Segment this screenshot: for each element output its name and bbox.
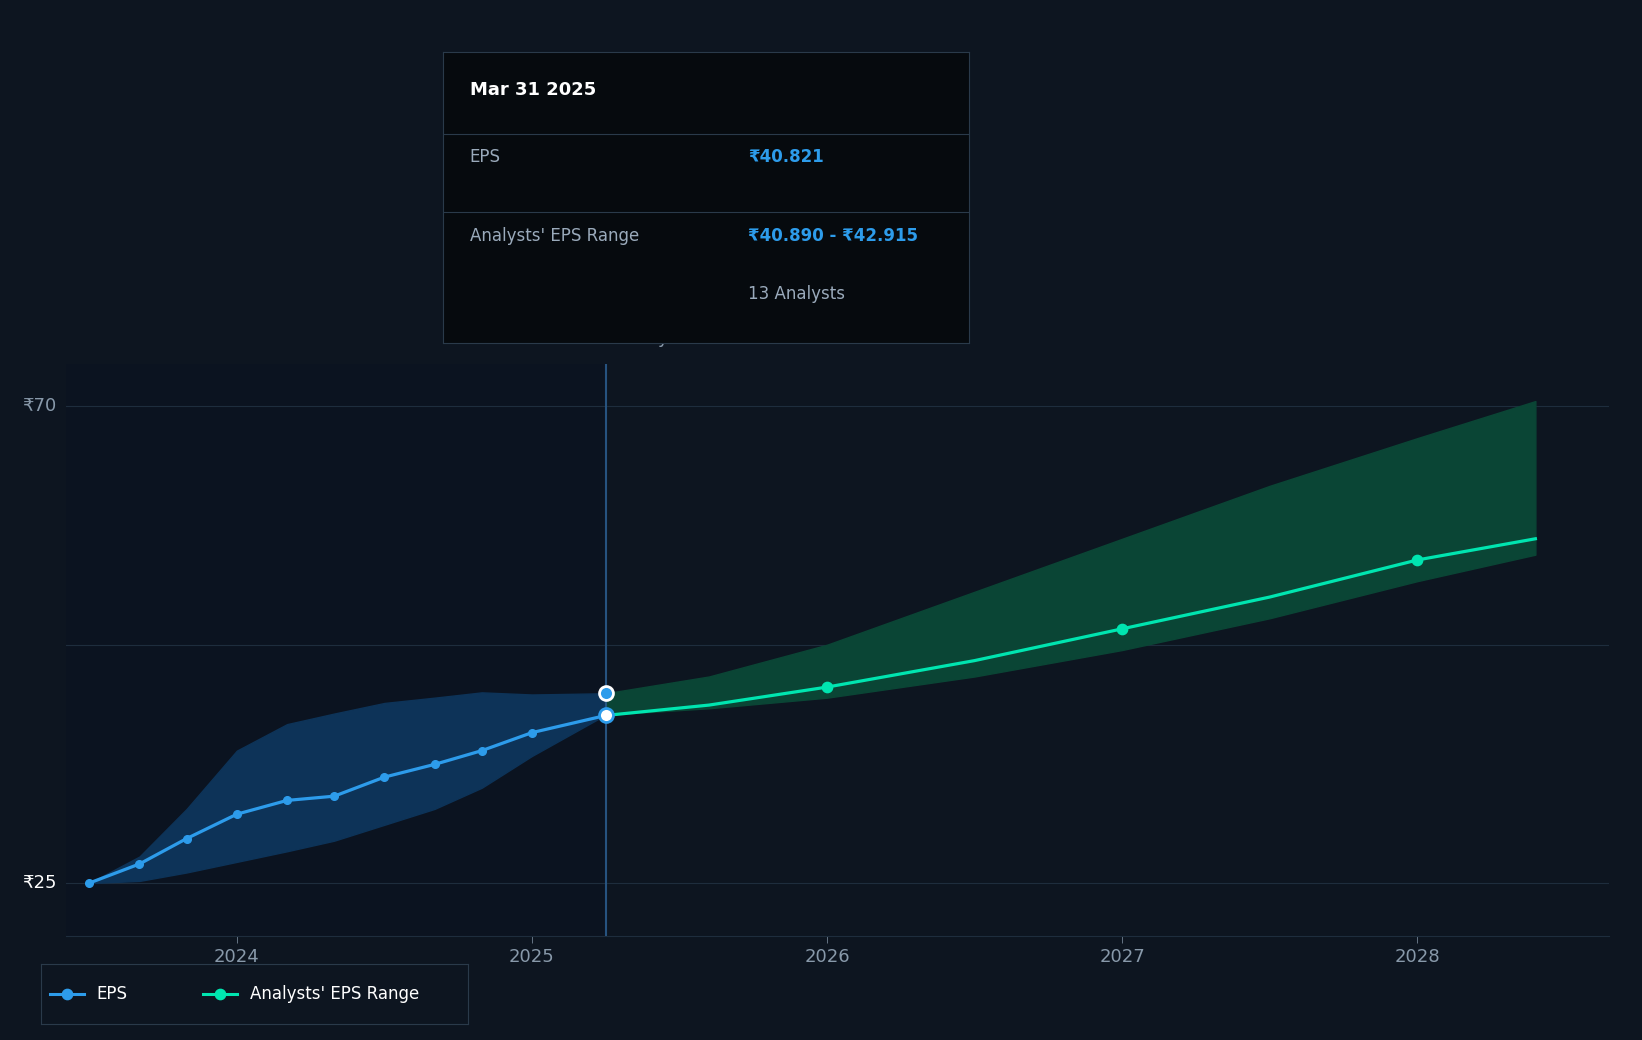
Text: EPS: EPS	[470, 148, 501, 166]
Text: ₹25: ₹25	[23, 874, 57, 892]
Text: EPS: EPS	[97, 985, 128, 1004]
Point	[207, 986, 233, 1003]
Point	[54, 986, 80, 1003]
Bar	[66, 364, 606, 936]
Point	[814, 679, 841, 696]
Text: 13 Analysts: 13 Analysts	[749, 285, 846, 303]
Text: ₹70: ₹70	[23, 397, 57, 415]
Text: Actual: Actual	[530, 329, 594, 347]
Text: ₹40.821: ₹40.821	[749, 148, 824, 166]
Text: Analysts Forecasts: Analysts Forecasts	[617, 329, 785, 347]
Point	[593, 707, 619, 724]
Point	[1404, 551, 1430, 568]
Point	[1108, 621, 1135, 638]
Text: Mar 31 2025: Mar 31 2025	[470, 81, 596, 99]
Text: Analysts' EPS Range: Analysts' EPS Range	[470, 227, 639, 244]
Text: ₹40.890 - ₹42.915: ₹40.890 - ₹42.915	[749, 227, 918, 244]
Point	[593, 685, 619, 702]
Text: Analysts' EPS Range: Analysts' EPS Range	[250, 985, 419, 1004]
